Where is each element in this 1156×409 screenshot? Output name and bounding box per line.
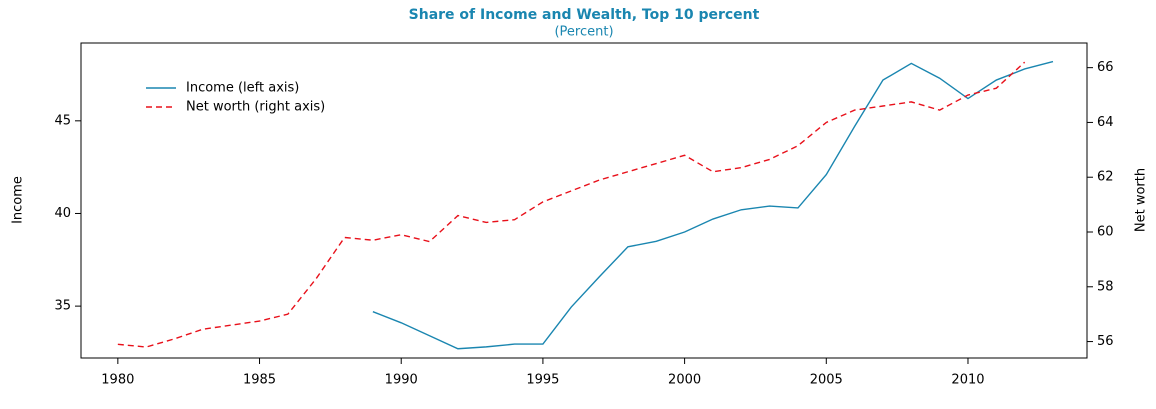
y2-axis-label: Net worth xyxy=(1134,168,1149,232)
x-tick-label: 2000 xyxy=(668,373,701,388)
x-tick-label: 2005 xyxy=(810,373,843,388)
y2-tick-label: 66 xyxy=(1097,60,1114,75)
chart-title: Share of Income and Wealth, Top 10 perce… xyxy=(409,7,760,23)
legend-label: Income (left axis) xyxy=(186,81,299,96)
y-axis-label: Income xyxy=(11,176,26,224)
x-tick-label: 1980 xyxy=(101,373,134,388)
y-tick-label: 40 xyxy=(54,206,71,221)
y2-tick-label: 60 xyxy=(1097,225,1114,240)
y2-tick-label: 58 xyxy=(1097,279,1114,294)
plot-frame xyxy=(80,42,1088,359)
y2-tick-label: 62 xyxy=(1097,170,1114,185)
x-tick-label: 1995 xyxy=(526,373,559,388)
line-series xyxy=(372,60,1054,350)
y-tick-label: 35 xyxy=(54,299,71,314)
y2-tick-label: 56 xyxy=(1097,334,1114,349)
x-tick-label: 1990 xyxy=(385,373,418,388)
y-tick-label: 45 xyxy=(54,113,71,128)
line-series xyxy=(117,61,1026,348)
x-tick-label: 1985 xyxy=(243,373,276,388)
y2-tick-label: 64 xyxy=(1097,115,1114,130)
legend-label: Net worth (right axis) xyxy=(186,100,325,115)
chart-subtitle: (Percent) xyxy=(554,25,613,40)
x-tick-label: 2010 xyxy=(951,373,984,388)
